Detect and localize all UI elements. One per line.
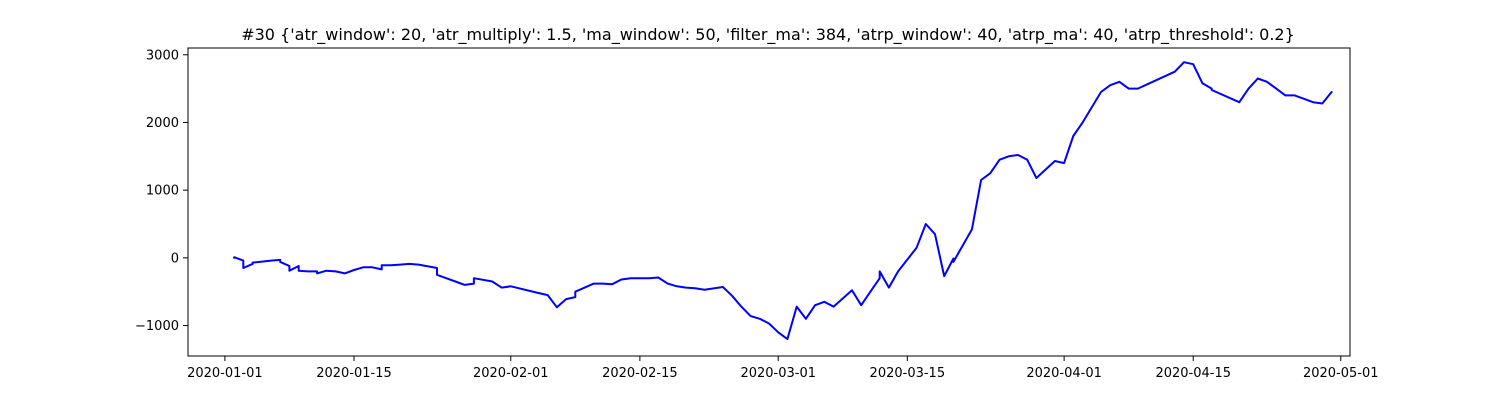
y-tick-label: 3000 (146, 48, 179, 63)
chart-title: #30 {'atr_window': 20, 'atr_multiply': 1… (241, 25, 1295, 45)
x-tick-label: 2020-02-01 (473, 366, 549, 381)
y-axis: −1000 0 1000 2000 3000 (135, 48, 188, 334)
x-tick-label: 2020-03-15 (870, 366, 946, 381)
x-tick-label: 2020-03-01 (740, 366, 816, 381)
series-line (233, 61, 1333, 341)
x-tick-label: 2020-04-01 (1026, 366, 1102, 381)
y-tick-label: 0 (171, 251, 179, 266)
y-tick-label: −1000 (135, 319, 179, 334)
x-tick-label: 2020-01-15 (316, 366, 392, 381)
x-tick-label: 2020-05-01 (1303, 366, 1379, 381)
plot-frame (187, 47, 1351, 357)
y-tick-label: 1000 (146, 184, 179, 199)
y-tick-label: 2000 (146, 116, 179, 131)
x-tick-label: 2020-01-01 (187, 366, 263, 381)
x-tick-label: 2020-04-15 (1155, 366, 1231, 381)
x-axis: 2020-01-01 2020-01-15 2020-02-01 2020-02-15… (187, 356, 1379, 381)
x-tick-label: 2020-02-15 (602, 366, 678, 381)
